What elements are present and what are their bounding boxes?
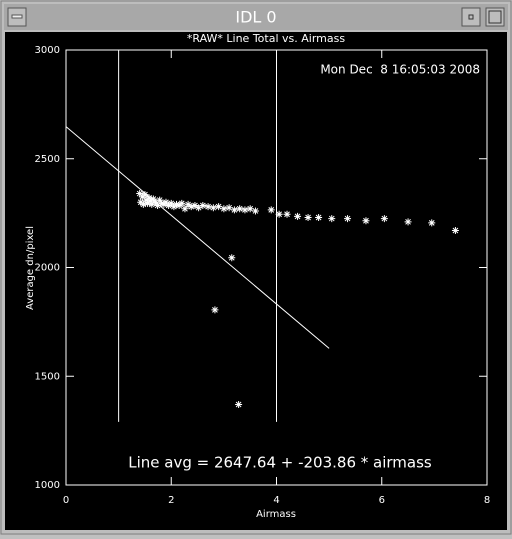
data-point: [220, 205, 228, 213]
maximize-button[interactable]: [485, 7, 505, 27]
data-point: [148, 200, 156, 208]
data-point: [328, 215, 336, 223]
minimize-button[interactable]: [461, 7, 481, 27]
data-point: [380, 215, 388, 223]
data-point: [251, 207, 259, 215]
data-point: [178, 199, 186, 207]
data-point: [228, 254, 236, 262]
plot-window: [5, 32, 507, 530]
data-point: [141, 191, 149, 199]
data-point: [151, 198, 159, 206]
y-tick-label: 3000: [35, 45, 60, 56]
x-tick-label: 6: [379, 495, 385, 506]
title-bar: [4, 4, 508, 30]
y-tick-label: 1000: [35, 480, 60, 491]
x-tick-label: 0: [63, 495, 69, 506]
window-title: IDL 0: [235, 8, 276, 27]
data-point: [195, 204, 203, 212]
data-point: [241, 206, 249, 214]
y-axis-label: Average dn/pixel: [25, 226, 36, 310]
data-point: [149, 195, 157, 203]
data-point: [315, 213, 323, 221]
data-point: [204, 203, 212, 211]
data-point: [267, 206, 275, 214]
data-point: [199, 202, 207, 210]
data-point: [146, 197, 154, 205]
y-tick-label: 1500: [35, 371, 60, 382]
data-point: [181, 205, 189, 213]
maximize-icon: [488, 10, 502, 24]
chart-title: *RAW* Line Total vs. Airmass: [187, 32, 345, 45]
data-point: [236, 205, 244, 213]
data-point: [235, 401, 243, 409]
data-point: [187, 203, 195, 211]
data-point: [283, 210, 291, 218]
x-tick-label: 4: [273, 495, 279, 506]
data-point: [191, 202, 199, 210]
data-point: [184, 200, 192, 208]
y-tick-label: 2500: [35, 154, 60, 165]
data-point: [225, 204, 233, 212]
data-point: [230, 206, 238, 214]
data-point: [451, 227, 459, 235]
data-point: [139, 200, 147, 208]
data-point: [344, 215, 352, 223]
minimize-icon: [468, 14, 474, 20]
data-point: [275, 210, 283, 218]
data-point: [136, 190, 144, 198]
fit-line: [65, 126, 330, 349]
data-point: [428, 219, 436, 227]
data-point: [246, 205, 254, 213]
menu-icon: [11, 14, 23, 19]
fit-annotation: Line avg = 2647.64 + -203.86 * airmass: [128, 454, 432, 472]
data-point: [158, 199, 166, 207]
data-point: [304, 213, 312, 221]
data-point: [156, 196, 164, 204]
data-point: [154, 202, 162, 210]
data-point: [142, 196, 150, 204]
data-point: [173, 200, 181, 208]
data-point: [162, 198, 170, 206]
timestamp: Mon Dec 8 16:05:03 2008: [320, 63, 480, 77]
x-axis-label: Airmass: [256, 509, 296, 520]
data-point: [211, 306, 219, 314]
data-point: [215, 203, 223, 211]
data-point: [145, 194, 153, 202]
data-point: [362, 217, 370, 225]
data-point: [167, 199, 175, 207]
data-point: [294, 212, 302, 220]
x-tick-label: 8: [484, 495, 490, 506]
data-point: [209, 204, 217, 212]
data-point: [404, 218, 412, 226]
x-tick-label: 2: [168, 495, 174, 506]
y-tick-label: 2000: [35, 263, 60, 274]
